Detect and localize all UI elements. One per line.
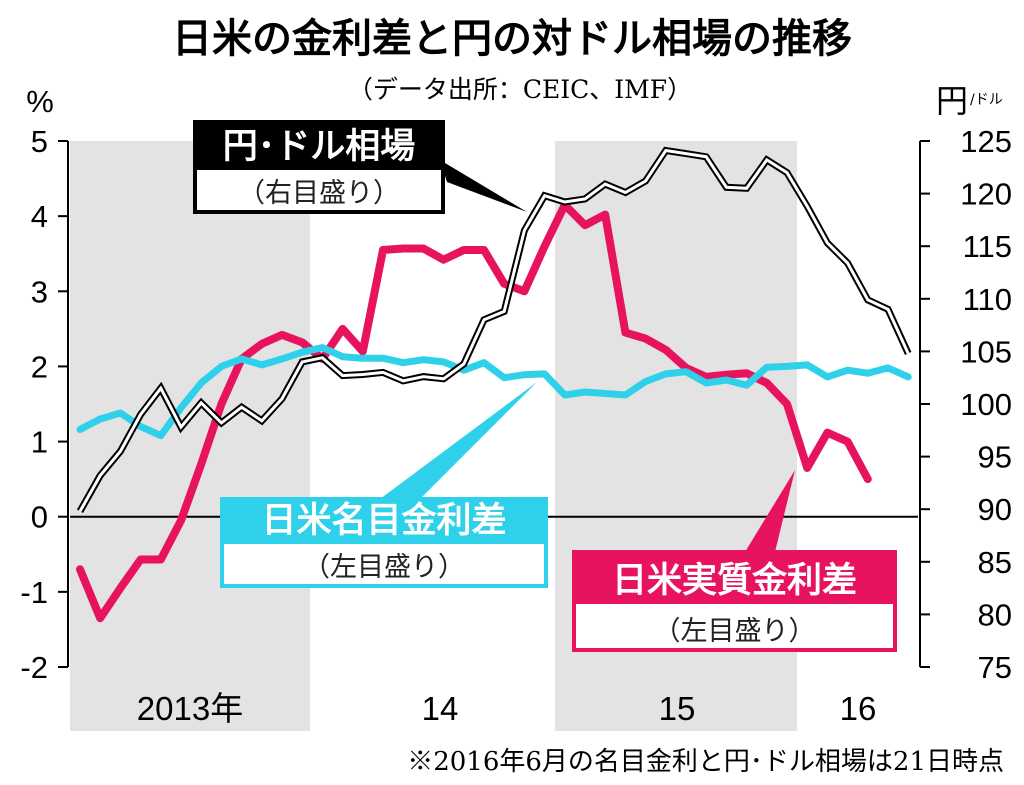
x-label: 16	[840, 690, 877, 727]
year-bands	[70, 141, 797, 731]
footnote: ※2016年6月の名目金利と円･ドル相場は21日時点	[407, 747, 1004, 777]
real-callout-note: （左目盛り）	[654, 616, 816, 647]
x-labels: 2013年 14 15 16	[137, 690, 877, 727]
real-callout-header	[572, 550, 897, 602]
band-2013	[70, 141, 310, 731]
right-tick-label: 90	[978, 492, 1012, 527]
right-tick-label: 80	[978, 597, 1012, 632]
right-tick-label: 100	[960, 387, 1012, 422]
chart-title: 日米の金利差と円の対ドル相場の推移	[172, 16, 852, 62]
right-tick-label: 85	[978, 545, 1012, 580]
left-axis-unit: %	[26, 84, 54, 119]
nominal-callout-pointer	[380, 382, 537, 499]
right-tick-label: 105	[960, 334, 1012, 369]
nominal-rate-spread-line	[76, 344, 912, 440]
yen-dollar-callout-pointer	[440, 160, 527, 212]
real-callout-box	[572, 600, 897, 652]
right-tick-label: 110	[963, 282, 1012, 317]
real-callout-label: 日米実質金利差	[612, 560, 857, 601]
right-axis-unit-sub: /ドル	[970, 92, 1003, 108]
right-tick-label: 95	[978, 440, 1012, 475]
nominal-callout-note: （左目盛り）	[303, 552, 465, 583]
left-tick-label: -2	[20, 650, 48, 685]
series-lines	[76, 146, 912, 623]
right-tick-label: 115	[963, 229, 1012, 264]
nominal-callout-header	[220, 497, 548, 542]
left-tick-label: -1	[20, 575, 48, 610]
yen-dollar-callout-header	[193, 120, 445, 168]
nominal-callout-box	[220, 540, 548, 588]
left-tick-label: 2	[31, 349, 48, 384]
right-tick-label: 125	[960, 124, 1012, 159]
left-tick-label: 4	[31, 199, 48, 234]
right-tick-label: 120	[960, 177, 1012, 212]
real-rate-spread-line	[76, 200, 872, 623]
chart-subtitle: （データ出所：CEIC、IMF）	[348, 75, 692, 104]
left-tick-label: 1	[31, 425, 48, 460]
yen-dollar-callout-label: 円･ドル相場	[223, 127, 416, 167]
callouts: 円･ドル相場 （右目盛り） 日米名目金利差 （左目盛り） 日米実質金利差 （左目盛り）	[193, 120, 897, 652]
right-axis-unit: 円	[936, 82, 968, 120]
right-tick-label: 75	[978, 650, 1012, 685]
left-tick-label: 3	[31, 274, 48, 309]
x-label: 14	[422, 690, 459, 727]
x-label: 2013年	[137, 690, 243, 727]
yen-dollar-line-inner	[78, 148, 910, 513]
axes: 5 4 3 2 1 0 -1 -2 125 120 115 110 105 100 95 90 85 80 75	[20, 124, 1012, 685]
real-callout-pointer	[745, 470, 795, 552]
yen-dollar-callout-note: （右目盛り）	[238, 178, 400, 209]
left-tick-label: 0	[31, 500, 48, 535]
yen-dollar-callout-box	[193, 166, 445, 214]
left-tick-label: 5	[31, 124, 48, 159]
nominal-callout-label: 日米名目金利差	[261, 500, 506, 541]
x-label: 15	[659, 690, 696, 727]
